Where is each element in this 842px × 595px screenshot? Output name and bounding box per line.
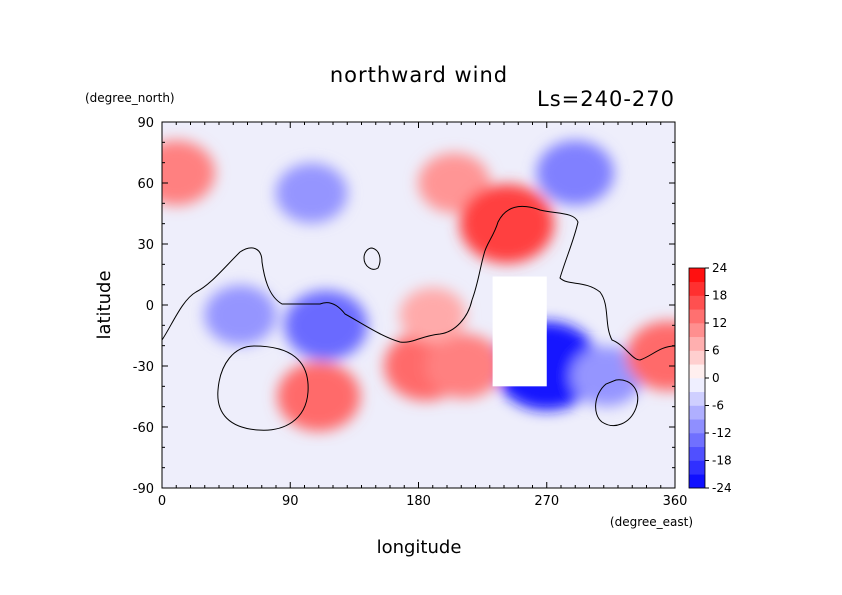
colorbar-label: 12 — [712, 316, 727, 330]
colorbar: 24 18 12 6 0 -6 -12 -18 -24 — [688, 261, 732, 495]
colorbar-segment — [689, 309, 705, 324]
x-unit-label: (degree_east) — [610, 515, 693, 529]
wind-feature-0 — [162, 140, 216, 206]
chart-title: northward wind — [330, 63, 508, 87]
colorbar-label: 18 — [712, 289, 727, 303]
y-tick-label: 0 — [146, 299, 154, 314]
colorbar-segment — [689, 295, 705, 310]
colorbar-segment — [689, 405, 705, 420]
wind-feature-1 — [275, 163, 348, 224]
y-tick-label: -90 — [133, 482, 154, 497]
x-tick-label: 360 — [663, 494, 688, 509]
y-tick-label: 60 — [137, 177, 154, 192]
chart-subtitle: Ls=240-270 — [537, 87, 675, 111]
x-tick-label: 0 — [158, 494, 166, 509]
dichotomy-contour — [162, 206, 675, 361]
wind-feature-3 — [459, 184, 555, 264]
wind-feature-6 — [204, 285, 277, 346]
colorbar-segment — [689, 460, 705, 475]
x-tick-labels: 0 90 180 270 360 — [158, 494, 688, 509]
colorbar-label: -6 — [712, 399, 724, 413]
colorbar-label: 6 — [712, 344, 720, 358]
y-tick-label: -60 — [133, 421, 154, 436]
x-tick-label: 180 — [406, 494, 431, 509]
colorbar-segment — [689, 391, 705, 406]
x-axis-label: longitude — [377, 537, 462, 558]
colorbar-segment — [689, 281, 705, 296]
colorbar-segment — [689, 268, 705, 283]
colorbar-segment — [689, 446, 705, 461]
colorbar-label: -12 — [712, 426, 732, 440]
wind-feature-9 — [277, 361, 361, 432]
x-tick-label: 90 — [282, 494, 299, 509]
wind-feature-11 — [425, 333, 503, 399]
colorbar-segment — [689, 433, 705, 448]
colorbar-segment — [689, 419, 705, 434]
small-contour — [363, 247, 381, 270]
colorbar-label: 24 — [712, 261, 727, 275]
y-unit-label: (degree_north) — [85, 91, 175, 105]
missing-data-region — [492, 276, 547, 387]
colorbar-segment — [689, 336, 705, 351]
colorbar-segment — [689, 474, 705, 489]
wind-feature-13 — [399, 287, 466, 343]
wind-feature-8 — [570, 346, 643, 407]
colorbar-label: 0 — [712, 371, 720, 385]
wind-field — [162, 140, 675, 432]
hellas-contour — [217, 345, 309, 431]
x-tick-label: 270 — [534, 494, 559, 509]
y-tick-label: 30 — [137, 238, 154, 253]
colorbar-label: -24 — [712, 481, 732, 495]
axis-ticks — [161, 121, 676, 489]
y-tick-label: -30 — [133, 360, 154, 375]
colorbar-segment — [689, 378, 705, 393]
colorbar-segment — [689, 364, 705, 379]
wind-feature-5 — [284, 290, 368, 361]
plot-area — [162, 122, 675, 488]
wind-feature-4 — [536, 140, 615, 206]
argyre-contour — [595, 379, 639, 426]
y-axis-label: latitude — [94, 270, 115, 339]
colorbar-label: -18 — [712, 454, 732, 468]
wind-feature-12 — [626, 321, 675, 391]
colorbar-segment — [689, 323, 705, 338]
y-tick-label: 90 — [137, 116, 154, 131]
colorbar-segment — [689, 350, 705, 365]
topography-contours — [162, 206, 675, 431]
y-tick-labels: 90 60 30 0 -30 -60 -90 — [133, 116, 154, 497]
